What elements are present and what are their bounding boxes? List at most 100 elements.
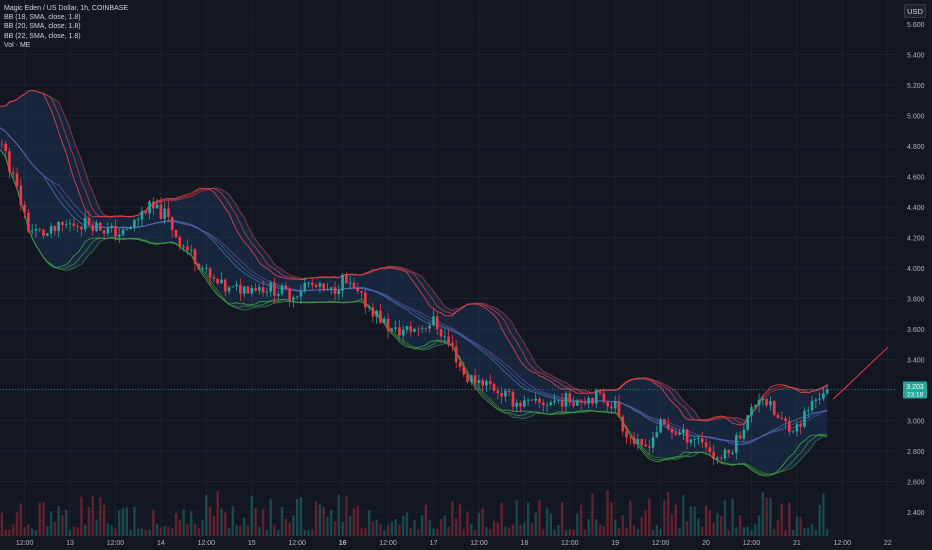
volume-bar xyxy=(723,500,727,536)
candle-body xyxy=(352,283,356,289)
volume-bar xyxy=(417,529,420,536)
current-price-value: 3.203 xyxy=(906,384,924,391)
candle-body xyxy=(295,296,299,298)
volume-bar xyxy=(167,526,170,536)
candle-body xyxy=(261,287,265,293)
x-axis-tick-label: 12:00 xyxy=(107,540,125,547)
volume-bar xyxy=(330,510,333,536)
volume-bar xyxy=(636,529,640,536)
candle-body xyxy=(205,268,208,270)
candle-body xyxy=(76,226,79,227)
candle-body xyxy=(636,438,640,444)
volume-bar xyxy=(515,500,518,536)
legend-bb-22[interactable]: BB (22, SMA, close, 1.8) xyxy=(4,32,81,40)
volume-bar xyxy=(326,516,329,536)
volume-bar xyxy=(227,527,231,536)
candle-body xyxy=(712,452,715,460)
volume-bar xyxy=(386,525,390,536)
candle-body xyxy=(314,285,318,287)
legend-volume[interactable]: Vol · ME xyxy=(4,41,31,49)
x-axis-tick-label: 12:00 xyxy=(743,540,761,547)
candle-body xyxy=(458,362,462,367)
candle-body xyxy=(38,229,42,230)
x-axis-tick-label: 12:00 xyxy=(561,540,579,547)
candle-body xyxy=(496,390,500,393)
volume-bar xyxy=(716,513,719,536)
candle-body xyxy=(689,439,693,443)
candle-body xyxy=(102,230,106,234)
x-axis-tick-label: 15 xyxy=(248,540,256,547)
candle-body xyxy=(795,424,799,432)
volume-bar xyxy=(462,529,465,536)
candle-body xyxy=(125,228,129,230)
candle-body xyxy=(780,417,784,419)
candle-body xyxy=(515,402,519,407)
volume-bar xyxy=(784,529,787,536)
volume-bar xyxy=(72,526,76,536)
volume-bar xyxy=(704,505,708,536)
candle-body xyxy=(231,286,235,288)
candle-body xyxy=(34,229,38,231)
volume-bar xyxy=(409,528,412,536)
volume-bar xyxy=(208,506,212,536)
legend-bb-18[interactable]: BB (18, SMA, close, 1.8) xyxy=(4,14,81,22)
volume-bar xyxy=(825,529,829,536)
volume-bar xyxy=(189,511,193,536)
candle-body xyxy=(640,438,643,445)
candle-body xyxy=(753,405,757,408)
volume-bar xyxy=(738,515,742,536)
candle-body xyxy=(488,381,492,384)
volume-bar xyxy=(470,523,473,536)
volume-bar xyxy=(212,516,216,536)
volume-bar xyxy=(216,490,219,536)
candle-body xyxy=(152,201,155,209)
candle-body xyxy=(390,328,394,331)
candle-body xyxy=(72,223,76,227)
candle-body xyxy=(799,424,802,427)
candle-body xyxy=(99,222,102,231)
candle-body xyxy=(610,406,613,409)
volume-bar xyxy=(708,510,712,536)
candle-body xyxy=(11,171,15,174)
candle-body xyxy=(738,435,742,439)
candle-body xyxy=(23,204,26,213)
candle-body xyxy=(348,283,352,284)
candle-body xyxy=(750,407,753,416)
candle-body xyxy=(292,297,295,301)
volume-bar xyxy=(129,529,132,536)
legend-bb-20[interactable]: BB (20, SMA, close, 1.8) xyxy=(4,23,81,31)
currency-button[interactable]: USD xyxy=(904,4,926,18)
volume-bar xyxy=(583,529,587,536)
volume-bar xyxy=(485,527,488,536)
candle-body xyxy=(735,435,738,453)
volume-bar xyxy=(360,528,363,536)
candle-body xyxy=(106,227,110,234)
candle-body xyxy=(4,143,7,152)
candle-body xyxy=(61,221,64,226)
volume-bar xyxy=(500,502,503,536)
volume-bar xyxy=(742,527,746,536)
candle-body xyxy=(519,402,522,407)
candle-body xyxy=(242,286,246,294)
volume-bar xyxy=(201,520,204,536)
candle-body xyxy=(447,336,450,343)
candle-body xyxy=(428,325,431,329)
candle-body xyxy=(235,284,238,287)
candle-body xyxy=(273,282,276,296)
candle-body xyxy=(95,222,98,231)
trend-line xyxy=(832,346,889,400)
volume-bar xyxy=(23,526,26,536)
volume-bar xyxy=(318,504,322,536)
volume-bar xyxy=(87,506,91,536)
candle-body xyxy=(144,211,148,214)
candle-body xyxy=(541,402,545,406)
volume-bar xyxy=(685,521,689,536)
legend-symbol[interactable]: Magic Eden / US Dollar, 1h, COINBASE xyxy=(4,5,129,12)
candle-body xyxy=(655,432,659,438)
volume-bar xyxy=(439,519,443,536)
candle-body xyxy=(704,442,708,448)
candle-body xyxy=(208,268,212,278)
candle-body xyxy=(776,414,780,418)
